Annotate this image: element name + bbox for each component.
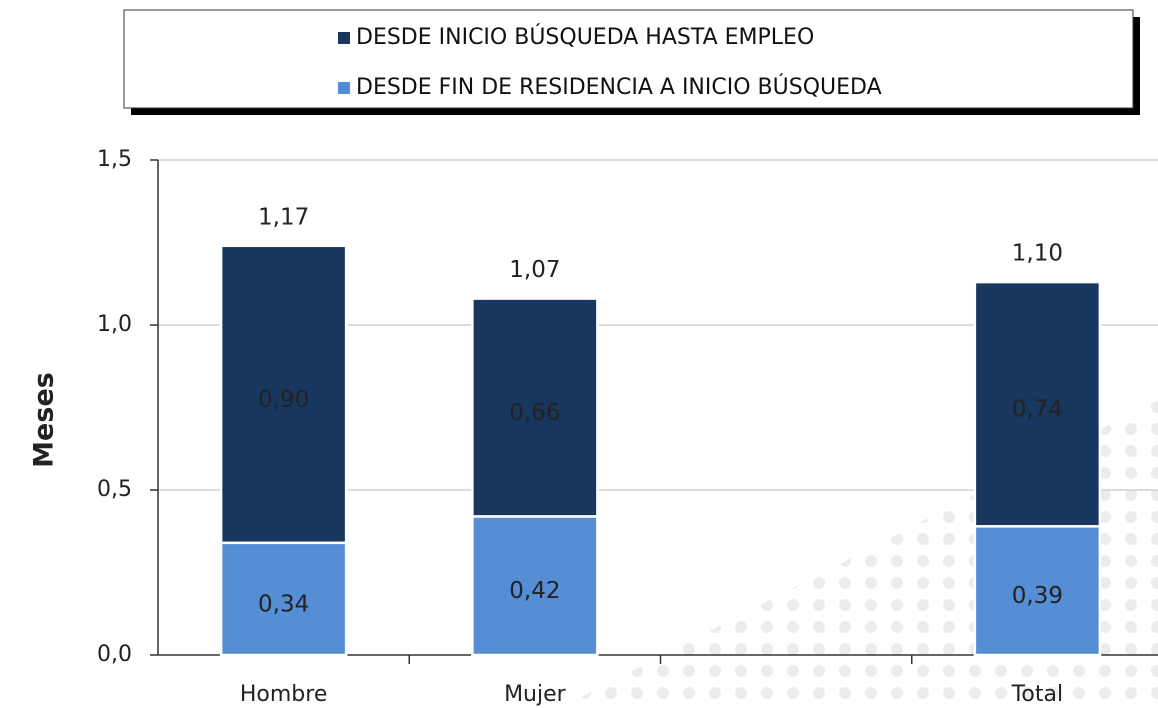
total-label: 1,17: [258, 204, 309, 230]
legend-box: [123, 9, 1134, 109]
x-tick-label: Total: [1011, 682, 1063, 707]
total-label: 1,10: [1012, 241, 1063, 267]
bar-segment: [973, 525, 1102, 657]
bar-segment: [471, 515, 599, 657]
x-tick-label: Mujer: [504, 682, 567, 707]
value-label: 0,42: [509, 578, 560, 604]
total-label: 1,07: [509, 257, 560, 283]
legend-swatch: [338, 82, 350, 94]
value-label: 0,90: [258, 387, 309, 413]
value-label: 0,39: [1012, 583, 1063, 609]
x-tick-label: Hombre: [240, 682, 328, 707]
value-label: 0,34: [258, 591, 309, 617]
y-tick-label: 1,0: [97, 312, 132, 337]
legend-label: DESDE INICIO BÚSQUEDA HASTA EMPLEO: [356, 24, 814, 50]
legend-swatch: [338, 32, 350, 44]
y-tick-label: 0,5: [97, 477, 132, 502]
y-axis-label: Meses: [29, 372, 60, 468]
y-tick-label: 0,0: [97, 642, 132, 667]
value-label: 0,74: [1012, 397, 1063, 423]
bar-segment: [973, 280, 1102, 528]
value-label: 0,66: [509, 400, 560, 426]
legend-label: DESDE FIN DE RESIDENCIA A INICIO BÚSQUED…: [356, 74, 882, 100]
bar-segment: [219, 244, 348, 545]
y-tick-label: 1,5: [97, 147, 132, 172]
bar-segment: [471, 297, 599, 518]
